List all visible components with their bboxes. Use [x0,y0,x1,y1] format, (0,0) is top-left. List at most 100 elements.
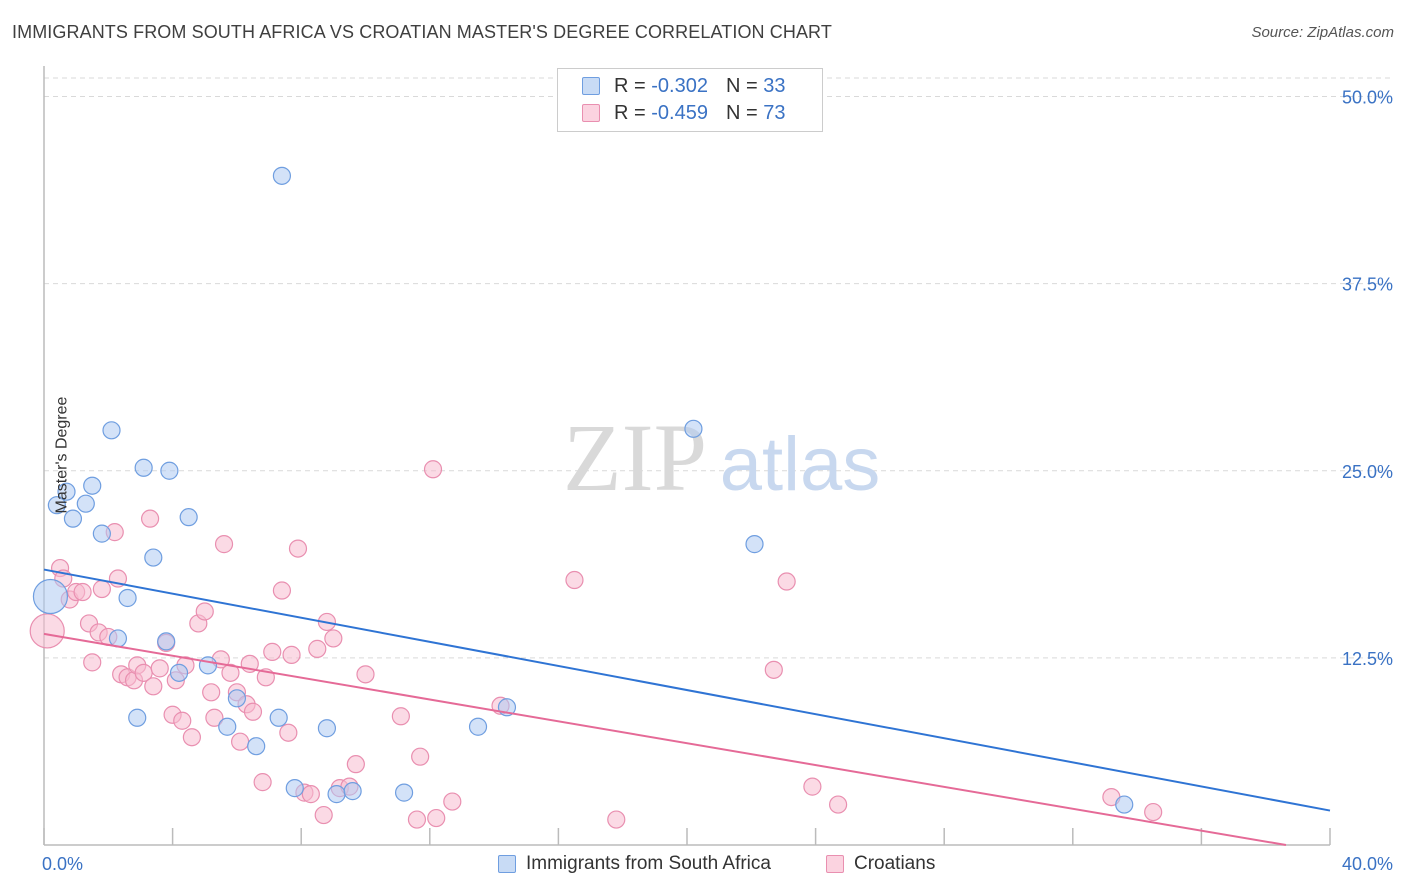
croatians-point [314,805,333,825]
croatians-point [263,642,282,661]
south-africa-point [47,496,66,515]
south-africa-point [118,588,137,608]
y-tick-label: 12.5% [1342,649,1393,669]
y-axis-label: Master's Degree [53,396,71,514]
legend-label-croatians: Croatians [854,853,936,874]
r-value-south-africa: -0.302 [651,74,708,97]
croatians-point [427,808,446,828]
r-value-croatians: -0.459 [651,101,708,124]
croatians-point [777,572,796,591]
croatians-point [407,810,427,829]
croatians-point [195,602,214,621]
x-tick-label: 40.0% [1342,854,1393,874]
croatians-point [346,755,365,774]
croatians-point [73,582,92,602]
south-africa-point [394,783,414,802]
n-label: N = [725,74,758,97]
watermark-atlas: atlas [720,422,881,507]
watermark-zip: ZIP [563,404,707,511]
croatians-point [411,747,430,766]
south-africa-point [745,535,764,554]
blue-swatch [582,77,600,95]
axes [43,66,1331,846]
n-value-croatians: 73 [763,101,786,124]
croatians-point [214,535,234,554]
south-africa-point [57,482,76,501]
croatians-point [423,460,443,479]
croatians-point [205,708,224,727]
croatians-point [324,629,343,648]
tick-labels: 12.5% 25.0% 37.5% 50.0% 0.0% 40.0% [42,88,1393,875]
south-africa-point [227,689,246,708]
south-africa-point [144,548,163,567]
south-africa-point [76,494,95,513]
south-africa-trend-line [43,568,1331,812]
croatians-points [29,460,1163,829]
south-africa-point [218,717,237,736]
croatians-point [29,613,65,649]
croatians-point [391,707,410,726]
grid-lines [44,77,1394,659]
croatians-point [301,785,320,804]
south-africa-point [269,708,288,727]
chart-title: IMMIGRANTS FROM SOUTH AFRICA VS CROATIAN… [12,22,832,42]
croatians-point [356,665,375,684]
south-africa-point [134,458,153,477]
pink-swatch [582,104,600,122]
south-africa-point [157,632,176,651]
south-africa-point [92,524,111,543]
croatians-point [150,659,169,678]
croatians-point [607,810,626,829]
croatians-point [443,792,462,811]
croatians-point [1144,802,1163,822]
croatians-point [308,639,327,658]
croatians-point [279,723,298,742]
croatians-point [829,795,848,814]
y-tick-label: 50.0% [1342,88,1393,108]
south-africa-point [179,508,198,527]
croatians-point [253,773,272,792]
croatians-point [803,777,822,796]
south-africa-point [198,656,218,675]
bottom-legend-croatians[interactable]: Croatians [826,852,935,876]
croatians-point [288,539,308,558]
croatians-point [182,728,201,747]
croatians-trend-line [43,632,1287,846]
south-africa-point [327,785,346,804]
croatians-point [144,677,163,696]
south-africa-points [32,166,1134,814]
source-label: Source: ZipAtlas.com [1251,24,1394,41]
south-africa-point [247,737,266,756]
croatians-point [272,581,292,600]
y-tick-label: 37.5% [1342,275,1393,295]
south-africa-point [1115,795,1134,814]
south-africa-point [169,663,189,682]
croatians-point [221,663,240,682]
legend-row-croatians: R = -0.459 N = 73 [582,102,785,124]
r-label: R = [614,101,646,124]
south-africa-point [63,509,83,528]
south-africa-point [83,476,102,495]
n-value-south-africa: 33 [763,74,786,97]
trend-lines [43,568,1331,846]
croatians-point [565,570,584,590]
croatians-point [83,653,102,672]
croatians-point [243,702,263,721]
south-africa-point [128,708,147,727]
croatians-point [173,711,192,730]
y-tick-label: 25.0% [1342,462,1393,482]
croatians-point [282,645,301,664]
pink-swatch [826,855,844,873]
x-tick-label: 0.0% [42,854,83,874]
croatians-point [202,683,221,702]
south-africa-point [32,578,69,615]
south-africa-point [272,166,292,185]
croatians-point [92,579,111,599]
south-africa-point [285,779,304,798]
r-label: R = [614,74,646,97]
bottom-legend-south-africa[interactable]: Immigrants from South Africa [498,852,771,876]
south-africa-point [468,717,488,736]
south-africa-point [684,419,703,438]
croatians-point [140,509,160,528]
